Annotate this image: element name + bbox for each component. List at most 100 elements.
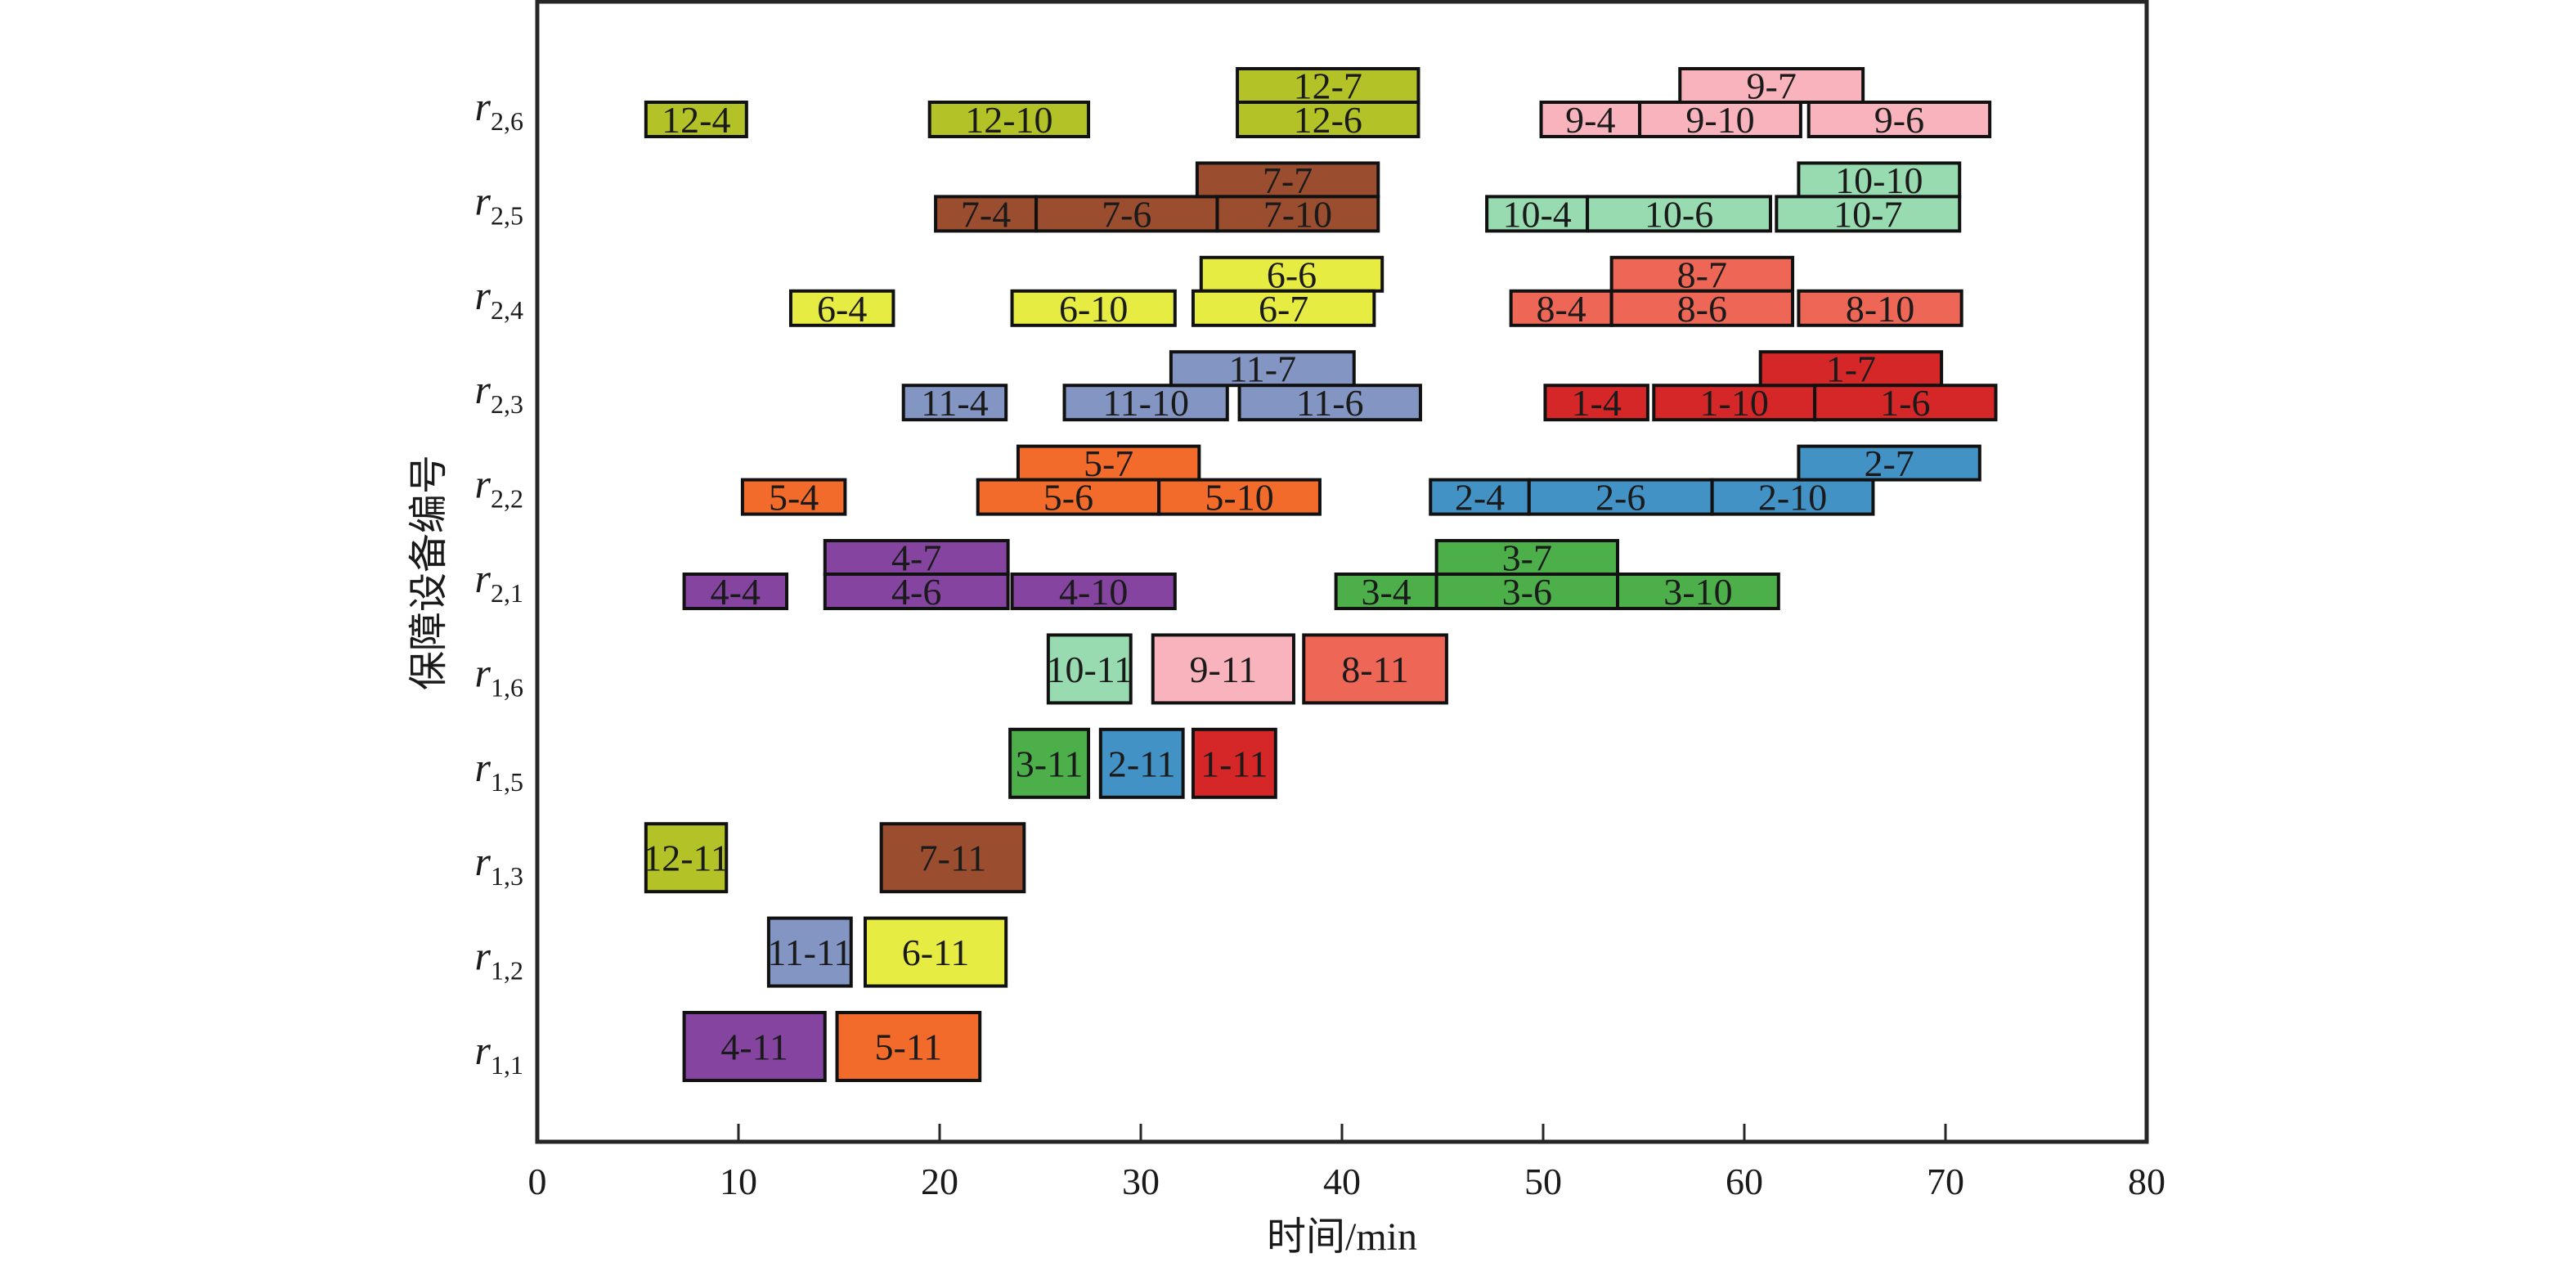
task-bar-group: 6-11 <box>863 916 1008 988</box>
row-label-subscript: 2,5 <box>491 200 523 230</box>
x-tick-label: 50 <box>1524 1161 1562 1202</box>
row-label-base: r <box>475 933 491 979</box>
task-label: 5-6 <box>1043 477 1093 519</box>
row-label-subscript: 1,3 <box>491 861 523 891</box>
task-bar-group: 4-6 <box>823 571 1010 613</box>
task-bar <box>863 916 1008 988</box>
task-label: 8-10 <box>1846 288 1914 330</box>
task-bar-group: 8-11 <box>1302 633 1448 705</box>
task-label: 4-6 <box>891 571 941 613</box>
task-bar <box>1215 195 1380 233</box>
task-label: 1-4 <box>1572 382 1622 424</box>
task-bar-group: 9-10 <box>1638 99 1802 141</box>
task-bar <box>1586 195 1772 233</box>
row-label-base: r <box>475 744 491 790</box>
task-label: 6-7 <box>1259 288 1308 330</box>
task-label: 2-10 <box>1758 477 1827 519</box>
task-bar-group: 10-11 <box>1046 633 1133 705</box>
task-label: 3-6 <box>1502 571 1552 613</box>
row-label-base: r <box>475 838 491 884</box>
task-bar <box>1609 289 1795 327</box>
task-bar-group: 11-11 <box>766 916 853 988</box>
task-bar-group: 2-11 <box>1098 727 1185 799</box>
row-label-subscript: 1,5 <box>491 767 523 797</box>
task-label: 2-7 <box>1864 442 1914 484</box>
task-label: 1-6 <box>1880 382 1930 424</box>
task-bar <box>1010 573 1177 610</box>
task-bar-group: 5-4 <box>740 477 847 519</box>
task-label: 9-10 <box>1685 99 1754 141</box>
row-label: r2,3 <box>475 366 523 419</box>
task-bar <box>1010 289 1177 327</box>
task-bar <box>1046 633 1133 705</box>
task-bar-group: 6-7 <box>1191 288 1376 330</box>
row-label-base: r <box>475 177 491 223</box>
row-label-subscript: 2,6 <box>491 106 523 136</box>
task-bar <box>823 573 1010 610</box>
task-bar-group: 5-6 <box>976 477 1161 519</box>
task-label: 6-6 <box>1267 254 1317 295</box>
task-bar <box>740 478 847 516</box>
row-label-subscript: 1,1 <box>491 1050 523 1080</box>
task-label: 10-6 <box>1645 193 1713 235</box>
task-bar <box>1429 478 1531 516</box>
task-bar <box>1062 384 1229 422</box>
y-axis-title: 保障设备编号 <box>407 455 451 690</box>
task-label: 10-11 <box>1046 649 1133 690</box>
task-bar <box>1237 384 1422 422</box>
task-bar <box>766 916 853 988</box>
task-label: 10-4 <box>1502 193 1571 235</box>
task-bar-group: 6-4 <box>788 288 895 330</box>
x-tick-label: 20 <box>921 1161 958 1202</box>
task-bar-group: 2-6 <box>1527 477 1714 519</box>
task-label: 10-7 <box>1833 193 1902 235</box>
task-bar-group: 6-6 <box>1199 254 1384 295</box>
x-tick-label: 80 <box>2128 1161 2165 1202</box>
task-label: 11-4 <box>921 382 989 424</box>
task-label: 9-7 <box>1747 65 1797 107</box>
task-bar <box>644 101 748 138</box>
row-label-base: r <box>475 83 491 129</box>
task-label: 9-6 <box>1874 99 1924 141</box>
row-label-base: r <box>475 272 491 318</box>
task-bar <box>901 384 1008 422</box>
task-bar <box>1797 444 1981 482</box>
task-bar <box>1616 573 1780 610</box>
task-bar-group: 1-11 <box>1191 727 1277 799</box>
y-axis: r1,1r1,2r1,3r1,5r1,6r2,1r2,2r2,3r2,4r2,5… <box>475 83 523 1080</box>
task-bar-group: 4-4 <box>682 571 789 613</box>
task-bar <box>1797 289 1963 327</box>
task-bar-group: 2-4 <box>1429 477 1531 519</box>
task-bar <box>1678 67 1865 104</box>
task-bar-group: 4-11 <box>682 1011 827 1082</box>
task-bar <box>1191 289 1376 327</box>
row-label: r2,1 <box>475 555 523 608</box>
row-label: r2,4 <box>475 272 523 325</box>
task-label: 3-11 <box>1016 743 1084 784</box>
task-bar-group: 1-7 <box>1758 348 1944 390</box>
task-label: 12-7 <box>1294 65 1362 107</box>
task-label: 4-10 <box>1059 571 1128 613</box>
task-label: 11-6 <box>1296 382 1364 424</box>
task-label: 3-7 <box>1502 537 1552 579</box>
task-bar-group: 3-7 <box>1434 537 1620 579</box>
task-bar-group: 2-10 <box>1710 477 1875 519</box>
task-bar-group: 9-7 <box>1678 65 1865 107</box>
row-label-subscript: 2,4 <box>491 295 523 325</box>
row-label-subscript: 2,3 <box>491 389 523 419</box>
task-label: 12-4 <box>662 99 730 141</box>
x-tick-label: 0 <box>528 1161 547 1202</box>
task-label: 5-7 <box>1084 442 1133 484</box>
task-bar <box>1638 101 1802 138</box>
task-bar-group: 11-10 <box>1062 382 1229 424</box>
x-tick-label: 30 <box>1122 1161 1160 1202</box>
row-label: r1,5 <box>475 744 523 797</box>
task-label: 3-4 <box>1361 571 1411 613</box>
row-label-base: r <box>475 1027 491 1073</box>
task-bar <box>1509 289 1613 327</box>
task-bar-group: 8-4 <box>1509 288 1613 330</box>
task-bar-group: 1-6 <box>1813 382 1998 424</box>
task-label: 12-11 <box>643 838 729 879</box>
task-bar-group: 10-10 <box>1797 159 1962 201</box>
